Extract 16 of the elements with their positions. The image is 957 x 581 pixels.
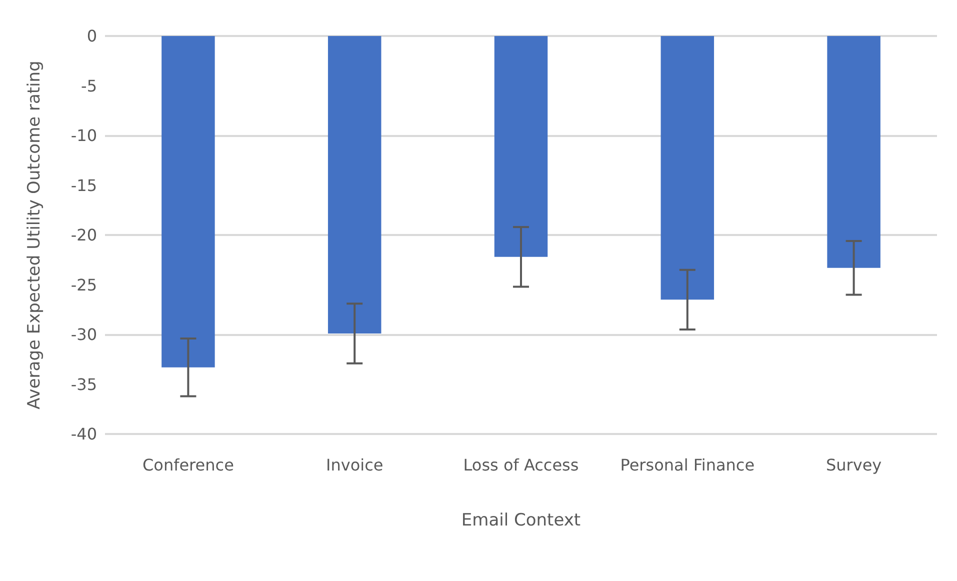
x-axis-title: Email Context	[461, 510, 581, 530]
x-tick-label: Loss of Access	[463, 456, 579, 474]
y-axis-title: Average Expected Utility Outcome rating	[24, 60, 44, 410]
x-tick-label: Personal Finance	[620, 456, 755, 474]
y-tick-label: -35	[70, 374, 97, 394]
y-tick-label: -20	[70, 226, 97, 244]
x-tick-label: Invoice	[326, 456, 384, 474]
y-tick-label: -15	[70, 176, 97, 195]
y-tick-label: 0	[86, 26, 97, 46]
y-tick-label: -10	[70, 126, 97, 145]
x-tick-label: Conference	[142, 456, 234, 474]
y-tick-label: -25	[70, 275, 97, 294]
y-tick-label: -40	[70, 424, 97, 444]
y-tick-label: -5	[81, 76, 97, 96]
x-tick-label: Survey	[826, 456, 882, 474]
y-tick-label: -30	[70, 325, 97, 344]
